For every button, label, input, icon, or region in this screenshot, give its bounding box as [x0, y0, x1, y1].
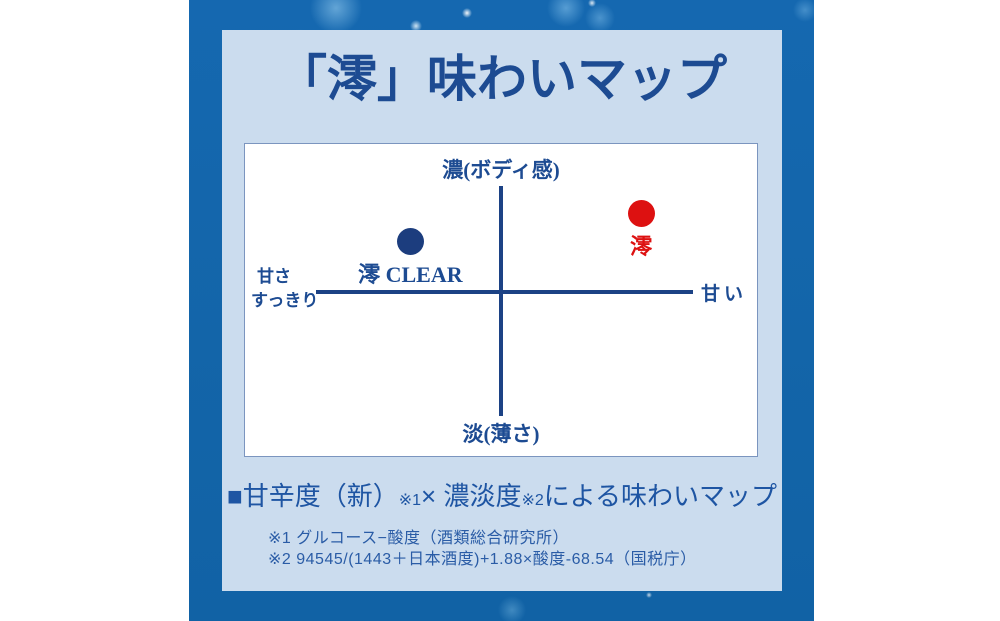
horizontal-axis-line: [316, 290, 693, 294]
vertical-axis-line: [499, 186, 503, 416]
axis-label-clean-sweetness: 甘さ すっきり: [251, 265, 318, 313]
mio-clear-label: 澪 CLEAR: [358, 262, 463, 288]
axis-label-sweet: 甘い: [701, 284, 748, 305]
footnote-1: ※1 グルコース−酸度（酒類総合研究所）: [268, 530, 569, 547]
map-subtitle-part3: による味わいマップ: [543, 481, 777, 511]
map-subtitle: ■甘辛度（新）※1× 濃淡度※2による味わいマップ: [222, 476, 782, 513]
footnotes: ※1 グルコース−酸度（酒類総合研究所） ※2 94545/(1443＋日本酒度…: [268, 528, 697, 570]
axis-label-light: 淡(薄さ): [462, 422, 540, 446]
footnote-2: ※2 94545/(1443＋日本酒度)+1.88×酸度-68.54（国税庁）: [268, 551, 697, 568]
map-subtitle-part1: ■甘辛度（新）: [227, 481, 399, 511]
taste-map-panel: 「澪」味わいマップ 濃(ボディ感) 淡(薄さ) 甘さ すっきり 甘い 澪 CLE…: [222, 30, 782, 591]
axis-label-clean-sweetness-line2: すっきり: [251, 291, 319, 310]
map-subtitle-part2: × 濃淡度: [421, 481, 522, 511]
axis-label-rich: 濃(ボディ感): [442, 158, 560, 182]
taste-map-chart: 濃(ボディ感) 淡(薄さ) 甘さ すっきり 甘い 澪 CLEAR 澪: [244, 143, 758, 457]
mio-dot: [628, 199, 656, 227]
map-subtitle-ref1: ※1: [398, 492, 422, 509]
axis-label-clean-sweetness-line1: 甘さ: [257, 267, 291, 286]
mio-label: 澪: [630, 233, 653, 259]
page-title: 「澪」味わいマップ: [277, 51, 727, 107]
water-bubble-background: 「澪」味わいマップ 濃(ボディ感) 淡(薄さ) 甘さ すっきり 甘い 澪 CLE…: [189, 0, 814, 621]
map-subtitle-ref2: ※2: [521, 492, 544, 509]
mio-clear-dot: [397, 228, 425, 256]
